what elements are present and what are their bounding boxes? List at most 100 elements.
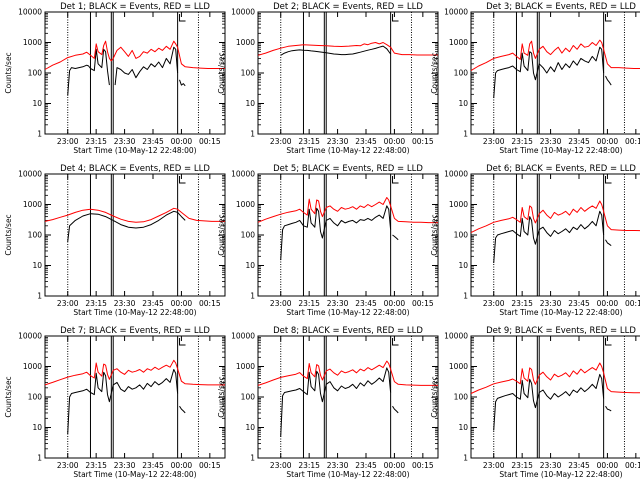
y-axis-label: Counts/sec [217,52,226,93]
y-tick-label: 100 [241,393,256,402]
y-tick-label: 100 [454,231,469,240]
y-tick-label: 10 [245,99,255,108]
y-tick-label: 10 [32,423,42,432]
x-tick-label: 00:00 [171,299,193,308]
x-tick-label: 00:15 [625,299,640,308]
x-axis-label: Start Time (10-May-12 22:48:00) [499,470,622,479]
x-tick-label: 00:15 [412,299,434,308]
series-line-events [605,405,612,412]
x-tick-label: 23:30 [114,137,136,146]
x-tick-label: 00:00 [171,461,193,470]
annotation-mark [179,176,186,184]
series-line-events [67,210,186,242]
x-tick-label: 23:45 [355,461,377,470]
series-line-events [280,205,392,261]
series-line-events [179,405,186,414]
series-line-lld [470,362,640,394]
y-tick-label: 10 [458,423,468,432]
panel-det-3: 1 10 100 1000 10000 23:00 23:15 23:30 23:45 00:00… [430,2,640,155]
x-tick-label: 23:30 [114,299,136,308]
panel-title: Det 9; BLACK = Events, RED = LLD [486,326,636,336]
x-axis-label: Start Time (10-May-12 22:48:00) [73,308,196,317]
x-tick-label: 23:30 [540,137,562,146]
x-tick-label: 23:30 [540,461,562,470]
x-tick-label: 23:15 [85,137,107,146]
panel-title: Det 6; BLACK = Events, RED = LLD [486,164,636,174]
x-tick-label: 00:00 [384,137,406,146]
x-axis-label: Start Time (10-May-12 22:48:00) [286,308,409,317]
panel-title: Det 8; BLACK = Events, RED = LLD [273,326,423,336]
x-tick-label: 23:45 [355,299,377,308]
y-axis-label: Counts/sec [430,376,439,417]
panel-title: Det 7; BLACK = Events, RED = LLD [60,326,210,336]
y-tick-label: 10000 [18,332,42,341]
x-tick-label: 00:15 [412,461,434,470]
y-tick-label: 1000 [23,200,42,209]
annotation-mark [605,176,612,184]
panel-det-8: 1 10 100 1000 10000 23:00 23:15 23:30 23:45 00:00… [217,326,439,479]
annotation-mark [392,176,399,184]
series-line-events [67,369,179,435]
y-tick-label: 10000 [444,332,468,341]
panels: 1 10 100 1000 10000 23:00 23:15 23:30 23:45 00:00… [4,2,640,479]
series-line-lld [257,197,438,224]
annotation-mark [605,338,612,346]
y-tick-label: 10000 [231,170,255,179]
y-tick-label: 10 [32,261,42,270]
x-tick-label: 23:15 [511,299,533,308]
panel-det-4: 1 10 100 1000 10000 23:00 23:15 23:30 23:45 00:00… [4,164,226,317]
x-tick-label: 23:00 [57,461,79,470]
x-tick-label: 23:45 [142,461,164,470]
x-tick-label: 23:00 [270,299,292,308]
y-tick-label: 10 [32,99,42,108]
y-tick-label: 10 [245,423,255,432]
y-tick-label: 1 [463,130,468,139]
panel-det-1: 1 10 100 1000 10000 23:00 23:15 23:30 23:45 00:00… [4,2,226,155]
x-axis-label: Start Time (10-May-12 22:48:00) [73,470,196,479]
series-line-lld [470,39,640,72]
panel-det-9: 1 10 100 1000 10000 23:00 23:15 23:30 23:45 00:00… [430,326,640,479]
x-axis-label: Start Time (10-May-12 22:48:00) [286,146,409,155]
y-tick-label: 10 [245,261,255,270]
series-line-events [493,210,605,264]
y-tick-label: 1 [37,454,42,463]
y-axis-label: Counts/sec [430,214,439,255]
x-tick-label: 23:15 [511,461,533,470]
series-line-events [67,48,110,96]
x-tick-label: 00:00 [597,461,619,470]
y-tick-label: 10000 [444,8,468,17]
x-tick-label: 00:00 [597,299,619,308]
y-tick-label: 1000 [23,38,42,47]
annotation-mark [392,338,399,346]
x-tick-label: 23:15 [85,299,107,308]
panel-det-6: 1 10 100 1000 10000 23:00 23:15 23:30 23:45 00:00… [430,164,640,317]
y-tick-label: 100 [241,69,256,78]
panel-det-2: 1 10 100 1000 10000 23:00 23:15 23:30 23:45 00:00… [217,2,439,155]
y-tick-label: 10000 [18,170,42,179]
y-tick-label: 1000 [236,38,255,47]
annotation-mark [392,14,399,22]
series-line-events [392,234,399,241]
x-tick-label: 23:30 [327,299,349,308]
x-axis-label: Start Time (10-May-12 22:48:00) [73,146,196,155]
panel-title: Det 1; BLACK = Events, RED = LLD [60,2,210,12]
y-tick-label: 1 [250,292,255,301]
y-axis-label: Counts/sec [4,52,13,93]
panel-title: Det 4; BLACK = Events, RED = LLD [60,164,210,174]
x-tick-label: 23:00 [57,299,79,308]
x-tick-label: 23:45 [142,137,164,146]
y-tick-label: 10 [458,99,468,108]
x-tick-label: 00:15 [199,461,221,470]
y-tick-label: 1 [250,454,255,463]
y-axis-label: Counts/sec [430,52,439,93]
x-tick-label: 23:45 [568,299,590,308]
y-tick-label: 10000 [18,8,42,17]
y-tick-label: 100 [28,393,43,402]
x-tick-label: 00:15 [199,137,221,146]
x-tick-label: 23:15 [298,299,320,308]
x-tick-label: 23:45 [142,299,164,308]
y-tick-label: 1 [463,454,468,463]
y-axis-label: Counts/sec [217,376,226,417]
x-tick-label: 23:15 [85,461,107,470]
